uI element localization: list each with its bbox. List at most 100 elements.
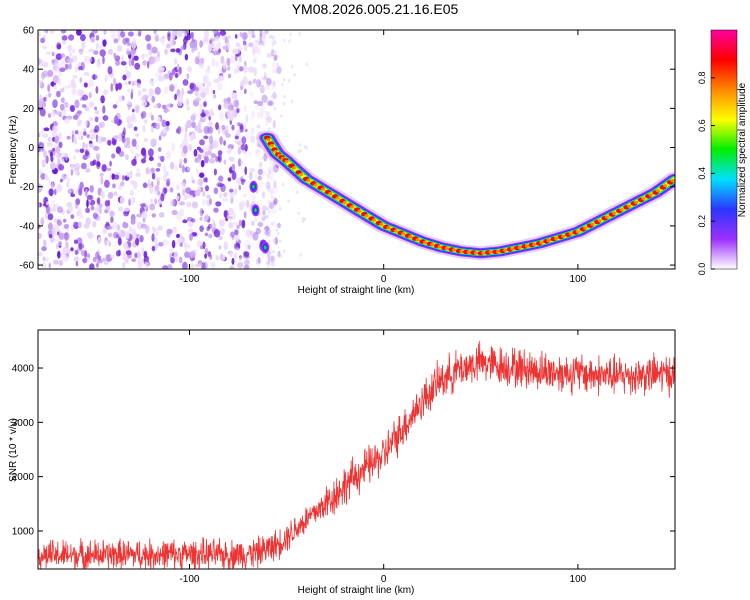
noise-blob (49, 151, 54, 158)
track-core (273, 149, 278, 154)
noise-blob (234, 188, 238, 195)
noise-speck (266, 206, 270, 211)
noise-blob (79, 181, 84, 190)
noise-blob (187, 90, 194, 94)
noise-blob (172, 30, 178, 38)
noise-blob (263, 226, 270, 232)
noise-blob (93, 212, 98, 219)
noise-blob (196, 94, 200, 99)
noise-blob (202, 199, 206, 206)
noise-blob (261, 214, 267, 219)
noise-blob (126, 115, 132, 125)
noise-blob (43, 150, 47, 158)
noise-blob (93, 145, 100, 151)
noise-blob (197, 178, 203, 186)
noise-blob (228, 222, 234, 229)
noise-blob (273, 54, 280, 59)
noise-blob (271, 42, 275, 48)
noise-blob (128, 80, 131, 85)
noise-blob (56, 243, 59, 250)
noise-blob (235, 42, 241, 48)
noise-blob (242, 77, 249, 86)
noise-blob (195, 97, 202, 103)
track-core (328, 192, 333, 196)
noise-blob (163, 104, 168, 114)
noise-blob (240, 85, 243, 91)
snr-panel: -100 0 100 1000 2000 3000 4000 Height of stra… (8, 329, 676, 596)
noise-blob (170, 48, 176, 53)
noise-blob (191, 121, 196, 129)
noise-blob (137, 82, 141, 88)
noise-blob (68, 34, 75, 41)
noise-blob (182, 261, 188, 269)
noise-blob (209, 158, 215, 164)
noise-blob (48, 92, 52, 98)
noise-blob (126, 100, 131, 105)
noise-blob (72, 82, 77, 89)
noise-blob (125, 250, 132, 256)
colorbar-tick-label: 0.8 (697, 72, 707, 85)
noise-blob (92, 221, 97, 228)
noise-blob (38, 251, 43, 257)
track-core (670, 179, 675, 183)
noise-blob (195, 263, 201, 268)
noise-blob (80, 249, 86, 257)
noise-blob (234, 243, 237, 249)
noise-blob (264, 30, 269, 35)
noise-blob (84, 188, 88, 197)
noise-blob (191, 201, 199, 209)
noise-blob (95, 42, 99, 50)
noise-blob (255, 149, 261, 154)
noise-blob (228, 207, 234, 216)
noise-blob (239, 125, 244, 133)
track-core (495, 250, 500, 254)
noise-blob (257, 111, 263, 119)
track-core (554, 236, 558, 240)
noise-blob (64, 234, 68, 240)
noise-blob (50, 162, 56, 170)
track-core (393, 229, 398, 233)
noise-blob (48, 262, 52, 269)
noise-blob (45, 205, 51, 214)
noise-blob (55, 111, 62, 116)
noise-blob (252, 58, 257, 64)
noise-blob (250, 194, 257, 203)
noise-blob (231, 124, 235, 131)
noise-blob (129, 170, 133, 179)
noise-blob (148, 148, 154, 157)
noise-speck (299, 253, 302, 257)
noise-blob (42, 101, 47, 108)
noise-blob (62, 224, 65, 231)
noise-blob (72, 74, 78, 79)
noise-blob (196, 240, 203, 248)
noise-blob (186, 106, 191, 111)
edge-blob (263, 245, 267, 250)
noise-blob (194, 125, 199, 132)
colorbar-tick-label: 0.4 (697, 167, 707, 180)
track-core (299, 172, 304, 177)
noise-blob (48, 188, 54, 197)
noise-speck (275, 69, 278, 74)
noise-blob (119, 195, 125, 205)
noise-blob (41, 71, 45, 80)
noise-blob (84, 250, 88, 259)
noise-blob (143, 138, 148, 142)
noise-blob (258, 41, 264, 46)
noise-blob (277, 222, 281, 229)
noise-blob (203, 135, 209, 140)
track-core (619, 208, 624, 212)
noise-speck (295, 190, 299, 194)
noise-blob (96, 262, 99, 268)
noise-blob (169, 248, 173, 254)
noise-blob (223, 100, 230, 109)
noise-blob (193, 149, 198, 157)
noise-blob (66, 181, 70, 188)
track-core (510, 247, 515, 251)
noise-blob (213, 78, 220, 84)
noise-blob (204, 232, 209, 237)
noise-blob (248, 42, 254, 48)
noise-blob (94, 106, 98, 111)
noise-blob (48, 234, 53, 239)
spectrogram-ylabel: Frequency (Hz) (8, 116, 19, 185)
noise-blob (43, 239, 47, 248)
